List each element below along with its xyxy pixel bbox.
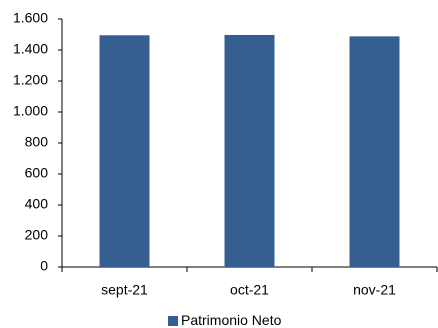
y-tick-label: 1.000 — [13, 103, 48, 119]
x-tick-label: oct-21 — [230, 282, 269, 298]
y-tick-label: 0 — [40, 258, 48, 274]
x-tick-label: sept-21 — [101, 282, 148, 298]
bar — [224, 34, 275, 268]
y-tick-label: 200 — [25, 227, 49, 243]
x-tick-label: nov-21 — [353, 282, 396, 298]
y-tick-label: 1.400 — [13, 41, 48, 57]
y-tick-label: 1.200 — [13, 72, 48, 88]
y-tick-label: 1.600 — [13, 10, 48, 26]
bar — [349, 36, 400, 267]
y-tick-label: 600 — [25, 165, 49, 181]
bar — [99, 35, 150, 268]
y-tick-label: 800 — [25, 134, 49, 150]
y-tick-label: 400 — [25, 196, 49, 212]
legend-label: Patrimonio Neto — [181, 312, 282, 328]
legend-swatch — [168, 316, 178, 326]
